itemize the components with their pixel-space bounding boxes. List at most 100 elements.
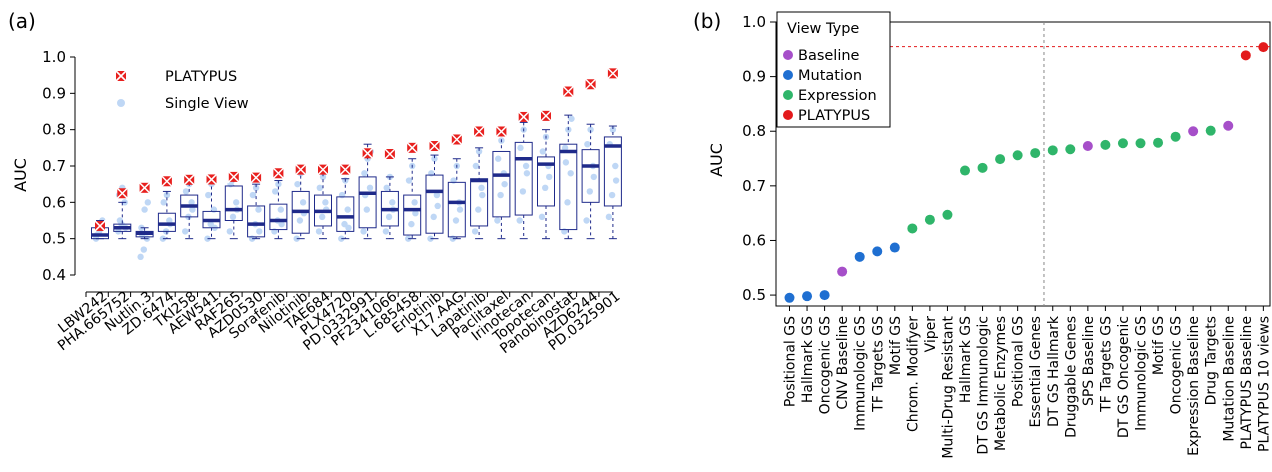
single-view-point — [363, 206, 370, 213]
platypus-marker-cross — [316, 163, 330, 177]
panel-b-x-tick-label: Essential Genes — [1028, 316, 1044, 427]
panel-b-point — [942, 209, 953, 220]
panel-b-point — [1100, 139, 1111, 150]
panel-b-y-axis: 0.5 0.6 0.7 0.8 0.9 1.0 — [742, 13, 776, 304]
panel-a-x-axis: LBW242PHA.665752Nutlin.3ZD.6474TKI258AEW… — [55, 288, 623, 357]
panel-b-x-tick-label: TF Targets GS — [870, 316, 886, 413]
single-view-point — [163, 191, 171, 199]
panel-b-point — [1188, 126, 1199, 137]
single-view-point — [517, 144, 524, 152]
panel-a-y-tick-label: 0.6 — [42, 193, 66, 211]
panel-a-boxes — [91, 114, 622, 240]
panel-b-x-tick-label: DT GS Immunologic — [976, 316, 992, 455]
single-view-point — [137, 253, 144, 261]
panel-b-point — [1082, 140, 1093, 151]
panel-b-x-tick-label: Motif GS — [1151, 316, 1167, 375]
single-view-point — [361, 170, 368, 177]
single-view-point — [141, 206, 148, 213]
panel-b-legend-marker — [783, 90, 793, 100]
single-view-point — [546, 173, 553, 181]
panel-b-point — [1065, 144, 1076, 155]
panel-b-point — [1030, 148, 1041, 159]
panel-b-x-tick-label: CNV Baseline — [835, 316, 851, 410]
single-view-point — [612, 162, 619, 170]
single-view-point — [452, 217, 460, 224]
single-view-point — [275, 180, 282, 188]
panel-b-x-axis: Positional GS Hallmark GS Oncogenic GS CNV … — [783, 306, 1272, 459]
single-view-point — [494, 217, 501, 224]
platypus-marker-cross — [561, 84, 575, 99]
panel-b-point — [872, 246, 883, 257]
platypus-marker-cross — [427, 139, 442, 153]
single-view-point — [256, 228, 263, 235]
box-iqr — [603, 136, 622, 207]
platypus-marker-cross — [450, 132, 464, 147]
panel-b-x-tick-label: DT GS Oncogenic — [1116, 316, 1132, 438]
single-view-point — [586, 188, 593, 195]
single-view-point — [561, 144, 569, 152]
single-view-point — [475, 148, 483, 155]
platypus-marker-cross — [294, 163, 308, 177]
legend-label-single-view: Single View — [165, 96, 249, 112]
single-view-point — [590, 173, 597, 181]
panel-b-y-tick-label: 0.7 — [742, 177, 766, 195]
box-iqr — [581, 149, 600, 203]
box-iqr — [269, 203, 288, 231]
panel-b-legend-marker — [783, 110, 793, 120]
single-view-point — [382, 228, 390, 235]
panel-b-x-tick-label: Multi-Drug Resistant — [940, 315, 956, 458]
single-view-point — [116, 217, 124, 224]
platypus-marker-cross — [405, 141, 419, 155]
single-view-point — [564, 199, 571, 206]
panel-a-y-tick-label: 0.4 — [42, 266, 66, 284]
single-view-point — [278, 220, 285, 228]
panel-b-point — [907, 223, 918, 234]
panel-b: (b) AUC 0.5 0.6 0.7 0.8 0.9 1.0 Positional GS… — [693, 9, 1272, 459]
panel-b-x-tick-label: TF Targets GS — [1098, 316, 1114, 413]
platypus-marker-cross — [517, 110, 531, 124]
single-view-point — [612, 177, 620, 184]
single-view-point — [456, 206, 464, 213]
panel-b-x-tick-label: Expression Baseline — [1186, 316, 1202, 456]
panel-b-x-tick-label: Viper — [923, 316, 939, 353]
panel-b-y-axis-title: AUC — [707, 143, 726, 177]
panel-b-x-tick-label: Oncogenic GS — [818, 316, 834, 414]
panel-b-legend-box — [776, 11, 891, 128]
single-view-point — [299, 199, 307, 206]
platypus-marker-cross — [606, 66, 620, 80]
platypus-marker-cross — [160, 174, 174, 188]
panel-a-y-tick-label: 0.8 — [42, 121, 66, 139]
single-view-point — [252, 184, 260, 191]
platypus-marker-cross — [338, 163, 352, 177]
legend-label-platypus: PLATYPUS — [165, 69, 237, 85]
panel-b-point — [1170, 131, 1181, 142]
platypus-marker-cross — [249, 171, 263, 185]
single-view-point — [472, 162, 480, 170]
box-iqr — [358, 176, 377, 229]
panel-b-x-tick-label: SPS Baseline — [1081, 316, 1097, 406]
single-view-point — [344, 206, 351, 213]
panel-b-legend-label: Baseline — [798, 48, 860, 64]
platypus-marker-cross — [115, 186, 129, 200]
legend-item-single-view: Single View — [117, 96, 249, 112]
panel-a-label: (a) — [8, 9, 36, 33]
single-view-point — [495, 155, 502, 162]
panel-b-point — [960, 165, 970, 176]
single-view-point — [294, 180, 301, 188]
platypus-marker-cross — [182, 173, 196, 187]
single-view-point — [205, 191, 212, 199]
platypus-marker-cross — [204, 172, 219, 186]
panel-b-x-tick-label: Druggable Genes — [1063, 316, 1079, 438]
panel-a-y-tick-label: 0.9 — [42, 84, 66, 102]
panel-b-point — [854, 251, 865, 262]
single-view-point — [389, 199, 396, 206]
panel-b-point — [995, 154, 1006, 165]
platypus-marker-cross — [138, 181, 152, 195]
panel-b-points — [784, 42, 1269, 303]
single-view-point — [319, 213, 326, 221]
single-view-point — [433, 191, 441, 199]
panel-b-y-tick-label: 0.6 — [742, 231, 766, 249]
panel-b-point — [802, 291, 813, 302]
panel-b-x-tick-label: Mutation Baseline — [1221, 316, 1237, 442]
